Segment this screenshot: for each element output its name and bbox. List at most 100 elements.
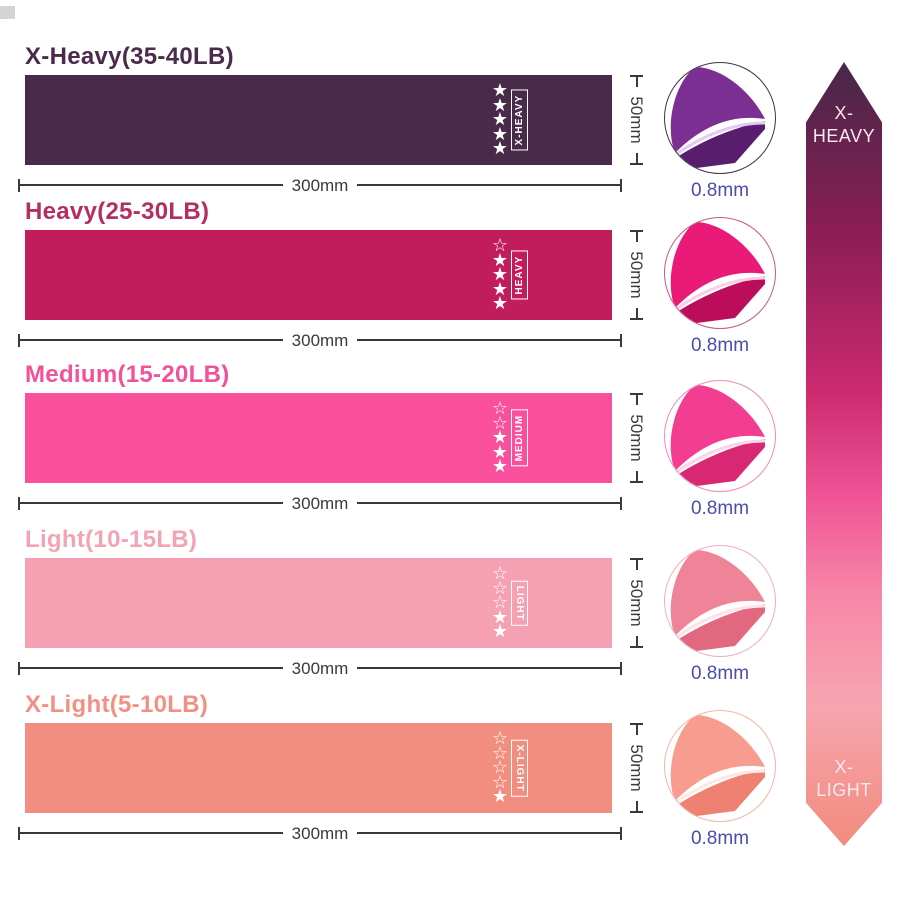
band-fold-photo <box>664 710 776 822</box>
dimension-line <box>636 470 638 482</box>
length-dimension: 300mm <box>18 176 622 194</box>
band-strength-label: X-LIGHT <box>511 739 528 797</box>
band-title: Light(10-15LB) <box>25 526 198 553</box>
dimension-tick <box>18 826 20 840</box>
star-rating-icons: ★ ★ ★ ★ ★ <box>491 79 508 159</box>
dimension-tick <box>18 333 20 347</box>
band-fold-photo <box>664 62 776 174</box>
band-row: X-Light(5-10LB) ☆ ☆ ☆ ☆ ★ X-LIGHT 50mm 3… <box>0 691 900 853</box>
length-dimension: 300mm <box>18 824 622 842</box>
band-rating-group: ☆ ★ ★ ★ ★ HEAVY <box>491 234 528 314</box>
dimension-tick <box>620 496 622 510</box>
dimension-line <box>20 502 283 504</box>
band-row: Heavy(25-30LB) ☆ ★ ★ ★ ★ HEAVY 50mm 300m… <box>0 198 900 360</box>
star-rating-icons: ☆ ★ ★ ★ ★ <box>491 234 508 314</box>
thickness-label: 0.8mm <box>690 828 750 849</box>
dimension-tick <box>630 163 644 166</box>
band-fold-photo <box>664 545 776 657</box>
strength-gradient-arrow: X- HEAVY X- LIGHT <box>806 62 882 846</box>
dimension-line <box>357 184 620 186</box>
dimension-line <box>636 395 638 406</box>
band-swatch: ★ ★ ★ ★ ★ X-HEAVY <box>25 75 612 165</box>
star-rating-icons: ☆ ☆ ☆ ★ ★ <box>491 562 508 642</box>
height-dimension-label: 50mm <box>627 251 647 299</box>
height-dimension-label: 50mm <box>627 96 647 144</box>
height-dimension: 50mm <box>620 75 654 166</box>
dimension-tick <box>18 178 20 192</box>
length-dimension: 300mm <box>18 331 622 349</box>
dimension-line <box>636 635 638 647</box>
dimension-line <box>20 832 283 834</box>
dimension-line <box>357 832 620 834</box>
length-dimension-label: 300mm <box>291 493 349 513</box>
folded-band-icon <box>670 222 766 324</box>
dimension-line <box>636 232 638 243</box>
thickness-label: 0.8mm <box>690 498 750 519</box>
dimension-line <box>636 800 638 812</box>
dimension-line <box>20 184 283 186</box>
folded-band-icon <box>670 385 766 487</box>
band-rating-group: ☆ ☆ ★ ★ ★ MEDIUM <box>491 397 528 477</box>
band-swatch: ☆ ☆ ☆ ★ ★ LIGHT <box>25 558 612 648</box>
height-dimension: 50mm <box>620 723 654 814</box>
band-row: X-Heavy(35-40LB) ★ ★ ★ ★ ★ X-HEAVY 50mm … <box>0 43 900 205</box>
dimension-tick <box>630 481 644 484</box>
length-dimension-label: 300mm <box>291 658 349 678</box>
dimension-tick <box>630 811 644 814</box>
band-rating-group: ☆ ☆ ☆ ☆ ★ X-LIGHT <box>491 727 528 807</box>
band-title: Heavy(25-30LB) <box>25 198 210 225</box>
star-rating-icons: ☆ ☆ ☆ ☆ ★ <box>491 727 508 807</box>
band-swatch: ☆ ☆ ☆ ☆ ★ X-LIGHT <box>25 723 612 813</box>
band-swatch: ☆ ★ ★ ★ ★ HEAVY <box>25 230 612 320</box>
band-strength-label: X-HEAVY <box>511 89 528 151</box>
band-swatch: ☆ ☆ ★ ★ ★ MEDIUM <box>25 393 612 483</box>
arrow-top-label: X- HEAVY <box>812 103 876 146</box>
dimension-tick <box>620 333 622 347</box>
band-fold-photo <box>664 217 776 329</box>
dimension-tick <box>620 826 622 840</box>
band-strength-label: MEDIUM <box>511 409 528 467</box>
dimension-line <box>636 725 638 736</box>
arrow-bottom-label: X- LIGHT <box>816 757 872 800</box>
band-title: X-Light(5-10LB) <box>25 691 209 718</box>
star-rating-icons: ☆ ☆ ★ ★ ★ <box>491 397 508 477</box>
dimension-line <box>636 560 638 571</box>
band-rating-group: ★ ★ ★ ★ ★ X-HEAVY <box>491 79 528 159</box>
dimension-tick <box>18 661 20 675</box>
band-title: X-Heavy(35-40LB) <box>25 43 234 70</box>
thickness-label: 0.8mm <box>690 663 750 684</box>
height-dimension-label: 50mm <box>627 414 647 462</box>
height-dimension: 50mm <box>620 558 654 649</box>
band-title: Medium(15-20LB) <box>25 361 230 388</box>
dimension-tick <box>620 178 622 192</box>
height-dimension-label: 50mm <box>627 744 647 792</box>
dimension-line <box>636 152 638 164</box>
dimension-tick <box>630 646 644 649</box>
length-dimension-label: 300mm <box>291 823 349 843</box>
corner-artifact-mark <box>0 6 15 19</box>
dimension-line <box>357 667 620 669</box>
height-dimension: 50mm <box>620 230 654 321</box>
dimension-tick <box>620 661 622 675</box>
length-dimension-label: 300mm <box>291 330 349 350</box>
folded-band-icon <box>670 550 766 652</box>
height-dimension-label: 50mm <box>627 579 647 627</box>
height-dimension: 50mm <box>620 393 654 484</box>
dimension-line <box>357 339 620 341</box>
dimension-line <box>636 77 638 88</box>
band-strength-label: HEAVY <box>511 250 528 300</box>
band-strength-label: LIGHT <box>511 580 528 626</box>
folded-band-icon <box>670 67 766 169</box>
length-dimension: 300mm <box>18 659 622 677</box>
dimension-line <box>20 667 283 669</box>
folded-band-icon <box>670 715 766 817</box>
dimension-line <box>20 339 283 341</box>
thickness-label: 0.8mm <box>690 180 750 201</box>
dimension-line <box>636 307 638 319</box>
band-fold-photo <box>664 380 776 492</box>
band-row: Light(10-15LB) ☆ ☆ ☆ ★ ★ LIGHT 50mm 300m… <box>0 526 900 688</box>
thickness-label: 0.8mm <box>690 335 750 356</box>
band-row: Medium(15-20LB) ☆ ☆ ★ ★ ★ MEDIUM 50mm 30… <box>0 361 900 523</box>
band-rating-group: ☆ ☆ ☆ ★ ★ LIGHT <box>491 562 528 642</box>
